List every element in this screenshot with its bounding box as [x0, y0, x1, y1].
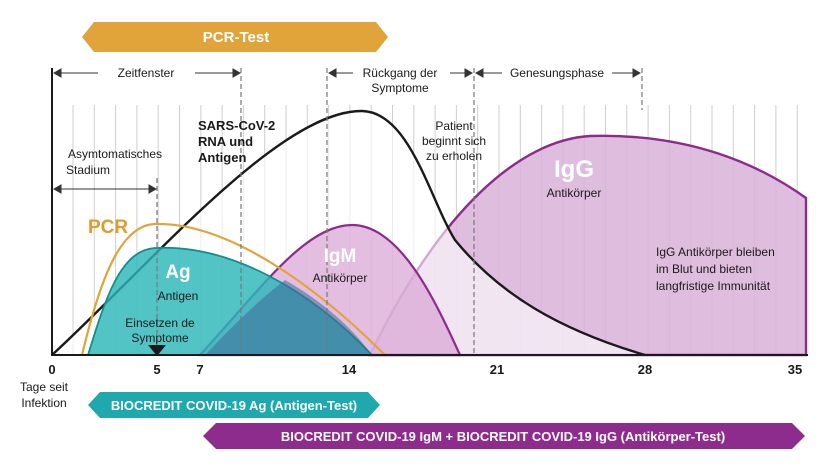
- phase-window-label: Zeitfenster: [118, 66, 175, 80]
- igg-note-2: im Blut und bieten: [656, 262, 752, 276]
- tick-7: 7: [196, 362, 203, 377]
- igm-title: IgM: [324, 246, 357, 267]
- virus-rna-antigen-curve: [51, 109, 646, 357]
- antibody-test-banner-label: BIOCREDIT COVID-19 IgM + BIOCREDIT COVID…: [281, 429, 725, 444]
- igg-title: IgG: [554, 156, 594, 183]
- antigen-title: Ag: [165, 262, 190, 283]
- onset-label-2: Symptome: [131, 331, 189, 345]
- phase-guides: [156, 68, 643, 355]
- tick-14: 14: [342, 362, 357, 377]
- tick-5: 5: [153, 362, 160, 377]
- pcr-curve: [80, 222, 386, 356]
- igg-note-1: IgG Antikörper bleiben: [656, 245, 775, 259]
- tick-35: 35: [788, 362, 802, 377]
- symptom-onset-marker: [148, 345, 166, 356]
- virus-label-1: SARS-CoV-2: [198, 118, 275, 133]
- x-axis-caption-2: Infektion: [21, 396, 66, 410]
- phase-recovery-label: Genesungsphase: [510, 66, 604, 80]
- pcr-curve-label: PCR: [88, 217, 128, 238]
- antigen-igm-overlap: [205, 280, 372, 355]
- patient-label-2: beginnt sich: [422, 134, 486, 148]
- x-axis-ticks: 0 5 7 14 21 28 35: [48, 362, 802, 377]
- asymptomatic-label-2: Stadium: [66, 163, 110, 177]
- patient-label-3: zu erholen: [426, 149, 482, 163]
- igg-subtitle: Antikörper: [547, 186, 602, 200]
- tick-0: 0: [48, 362, 55, 377]
- patient-label-1: Patient: [435, 119, 473, 133]
- phase-arrows: [52, 68, 642, 194]
- tick-21: 21: [490, 362, 504, 377]
- antigen-subtitle: Antigen: [158, 289, 199, 303]
- virus-label-2: RNA und: [198, 134, 253, 149]
- phase-decline-label-2: Symptome: [371, 81, 429, 95]
- igm-subtitle: Antikörper: [313, 271, 368, 285]
- x-axis-caption-1: Tage seit: [20, 380, 69, 394]
- antibody-test-banner: [203, 423, 805, 449]
- antigen-test-banner-label: BIOCREDIT COVID-19 Ag (Antigen-Test): [111, 398, 357, 413]
- pcr-test-banner-label: PCR-Test: [203, 29, 269, 46]
- antigen-test-banner: [88, 392, 380, 418]
- igg-note-3: langfristige Immunität: [656, 279, 771, 293]
- tick-28: 28: [638, 362, 652, 377]
- asymptomatic-label-1: Asymtomatisches: [68, 147, 162, 161]
- virus-label-3: Antigen: [198, 150, 246, 165]
- pcr-test-banner: [82, 22, 388, 52]
- onset-label-1: Einsetzen de: [125, 316, 195, 330]
- phase-decline-label-1: Rückgang der: [363, 66, 438, 80]
